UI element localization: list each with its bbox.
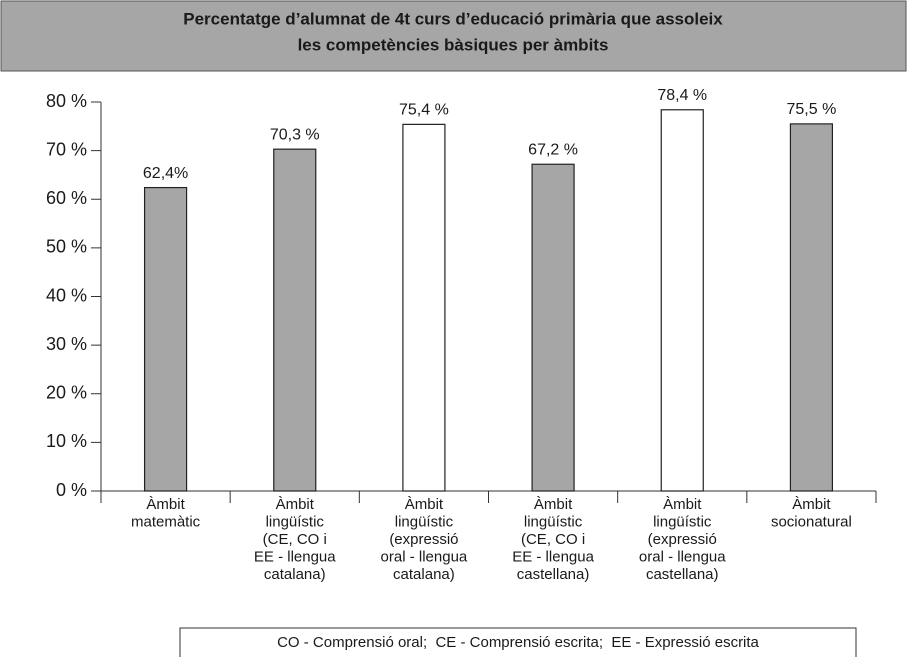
y-tick-label: 80 % [46,91,87,111]
chart-title: les competències bàsiques per àmbits [298,35,609,54]
x-tick-label: Àmbit [146,496,185,513]
x-tick-label: Àmbit [663,496,702,513]
value-label: 62,4% [143,165,188,182]
x-tick-label: socionatural [771,513,852,530]
y-tick-label: 0 % [56,480,87,500]
y-tick-label: 40 % [46,285,87,305]
note-box [179,627,857,657]
x-tick-label: matemàtic [131,513,201,530]
y-tick-label: 10 % [46,431,87,451]
note: CO - Comprensió oral; CE - Comprensió es… [277,634,759,651]
x-tick-label: lingüístic [266,513,325,530]
x-tick-label: (expressió [389,531,458,548]
x-tick-label: catalana) [393,566,455,583]
x-tick-label: Àmbit [276,496,315,513]
x-tick-label: (expressió [648,531,717,548]
x-tick-label: (CE, CO i [521,531,585,548]
title-band [0,0,907,72]
bar [273,148,317,492]
y-tick-label: 30 % [46,334,87,354]
x-tick-label: Àmbit [792,496,831,513]
value-label: 75,4 % [399,102,449,119]
value-label: 75,5 % [787,101,837,118]
x-tick-label: oral - llengua [381,548,468,565]
x-tick-label: lingüístic [524,513,583,530]
bar [402,123,446,492]
y-tick-label: 70 % [46,139,87,159]
x-tick-label: Àmbit [534,496,573,513]
y-tick-label: 60 % [46,188,87,208]
bar [531,163,575,492]
value-label: 67,2 % [528,141,578,158]
bar [660,109,704,492]
y-tick-label: 20 % [46,383,87,403]
chart-title: Percentatge d’alumnat de 4t curs d’educa… [183,9,723,28]
x-tick-label: EE - llengua [254,548,336,565]
y-tick-label: 50 % [46,237,87,257]
x-tick-label: lingüístic [395,513,454,530]
x-tick-label: EE - llengua [512,548,594,565]
x-tick-label: Àmbit [405,496,444,513]
value-label: 70,3 % [270,126,320,143]
bar [143,186,188,492]
bar [789,123,834,492]
value-label: 78,4 % [657,87,707,104]
x-tick-label: oral - llengua [639,548,726,565]
x-tick-label: lingüístic [653,513,712,530]
x-tick-label: castellana) [646,566,719,583]
x-tick-label: (CE, CO i [263,531,327,548]
x-tick-label: castellana) [517,566,590,583]
x-tick-label: catalana) [264,566,326,583]
